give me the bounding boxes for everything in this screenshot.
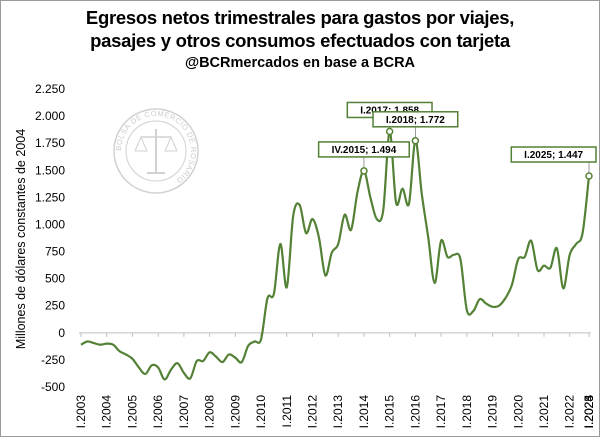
bcr-seal-watermark: BOLSA DE COMERCIO DE ROSARIO (113, 108, 199, 194)
x-tick-label: I.2022 (563, 395, 577, 429)
x-tick-label: I.2005 (125, 395, 139, 429)
x-tick-label: I.2020 (511, 395, 525, 429)
annotation-label: I.2018; 1.772 (386, 115, 445, 126)
y-tick-label: 750 (45, 245, 65, 259)
y-tick-label: 1.500 (35, 163, 65, 177)
x-tick-label: I.2018 (460, 395, 474, 429)
x-tick-label: I.2024 (582, 395, 596, 429)
x-tick-label: I.2023 (582, 395, 596, 429)
x-tick-label: I.2016 (408, 395, 422, 429)
chart-title-line-2: pasajes y otros consumos efectuados con … (90, 30, 510, 51)
x-tick-label: I.2012 (305, 395, 319, 429)
annotation-box (372, 111, 459, 128)
annotation-label: I.2025; 1.447 (524, 150, 583, 161)
x-tick-label: I.2014 (357, 395, 371, 429)
x-tick-label: I.2006 (151, 395, 165, 429)
y-tick-label: 1.000 (35, 217, 65, 231)
y-tick-label: -500 (41, 380, 65, 394)
y-tick-label: 0 (58, 326, 65, 340)
x-tick-label: I.2008 (203, 395, 217, 429)
y-tick-label: 2.250 (35, 82, 65, 96)
x-tick-label: I.2017 (434, 395, 448, 429)
x-tick-label: I.2025 (582, 395, 596, 429)
annotation-box (317, 141, 410, 158)
x-tick-label: I.2010 (254, 395, 268, 429)
x-tick-label: I.2003 (74, 395, 88, 429)
x-tick-label: I.2015 (383, 395, 397, 429)
y-tick-label: -250 (41, 353, 65, 367)
y-axis-label: Millones de dólares constantes de 2004 (14, 129, 28, 349)
series-line (80, 130, 591, 381)
x-tick-label: I.2004 (100, 395, 114, 429)
annotation-marker (385, 127, 394, 136)
y-tick-label: 2.000 (35, 109, 65, 123)
x-tick-label: I.2011 (280, 395, 294, 428)
y-tick-label: 1.250 (35, 190, 65, 204)
x-tick-label: I.2013 (331, 395, 345, 429)
y-tick-label: 500 (45, 272, 65, 286)
y-tick-label: 1.750 (35, 136, 65, 150)
x-tick-label: I.2019 (486, 395, 500, 429)
annotation-marker (411, 137, 420, 145)
x-tick-label: I.2021 (537, 395, 551, 429)
annotation-marker (360, 167, 368, 175)
chart-title-line-1: Egresos netos trimestrales para gastos p… (85, 7, 515, 28)
y-tick-label: 250 (45, 299, 65, 313)
annotation-label: I.2017; 1.858 (360, 105, 419, 116)
x-tick-label: I.2007 (177, 395, 191, 429)
annotation-marker (585, 172, 593, 180)
chart-subtitle: @BCRmercados en base a BCRA (184, 55, 416, 71)
annotation-box (510, 146, 597, 163)
annotation-label: IV.2015; 1.494 (332, 145, 397, 156)
x-tick-label: I.2009 (228, 395, 242, 429)
